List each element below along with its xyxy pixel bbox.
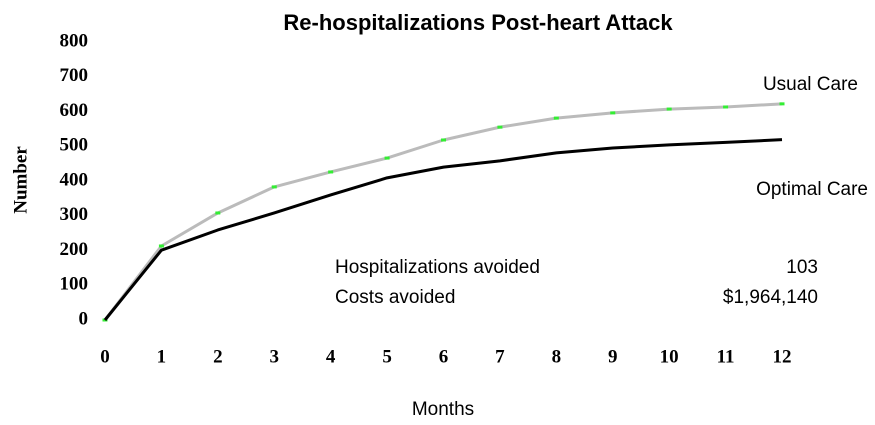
y-tick-label: 0 [79,308,89,329]
x-tick-label: 4 [326,346,336,367]
x-tick-label: 8 [552,346,562,367]
x-tick-label: 11 [717,346,735,367]
chart-title: Re-hospitalizations Post-heart Attack [283,10,673,35]
point-marker [215,211,221,215]
point-marker [441,138,446,142]
point-marker [384,156,390,160]
y-tick-label: 400 [60,169,89,190]
x-tick-label: 10 [660,346,679,367]
annotation-value: $1,964,140 [723,287,818,308]
y-tick-label: 500 [60,135,89,156]
x-tick-label: 9 [608,346,618,367]
y-axis-label: Number [10,146,31,214]
point-marker [328,170,334,174]
y-tick-label: 800 [60,30,89,51]
y-tick-label: 700 [60,65,89,86]
point-marker [271,185,277,189]
y-tick-label: 100 [60,274,89,295]
point-marker [666,107,672,111]
y-tick-label: 300 [60,204,89,225]
y-tick-label: 200 [60,239,89,260]
series-label: Optimal Care [756,179,868,200]
annotation-text: Costs avoided [335,287,455,308]
point-marker [497,125,503,129]
line [103,138,783,321]
x-tick-label: 6 [439,346,449,367]
point-marker [723,105,729,109]
x-tick-label: 3 [270,346,280,367]
x-tick-label: 2 [213,346,223,367]
point-marker [553,116,559,120]
point-marker [158,244,164,248]
x-tick-label: 0 [100,346,110,367]
x-axis-label: Months [412,399,474,420]
point-marker [610,111,616,115]
x-tick-label: 1 [157,346,167,367]
x-tick-label: 12 [773,346,792,367]
series-label: Usual Care [763,74,858,95]
point-marker [779,102,785,106]
annotation-value: 103 [786,257,818,278]
annotation-text: Hospitalizations avoided [335,257,540,278]
y-tick-label: 600 [60,100,89,121]
x-tick-label: 7 [495,346,505,367]
x-tick-label: 5 [382,346,392,367]
